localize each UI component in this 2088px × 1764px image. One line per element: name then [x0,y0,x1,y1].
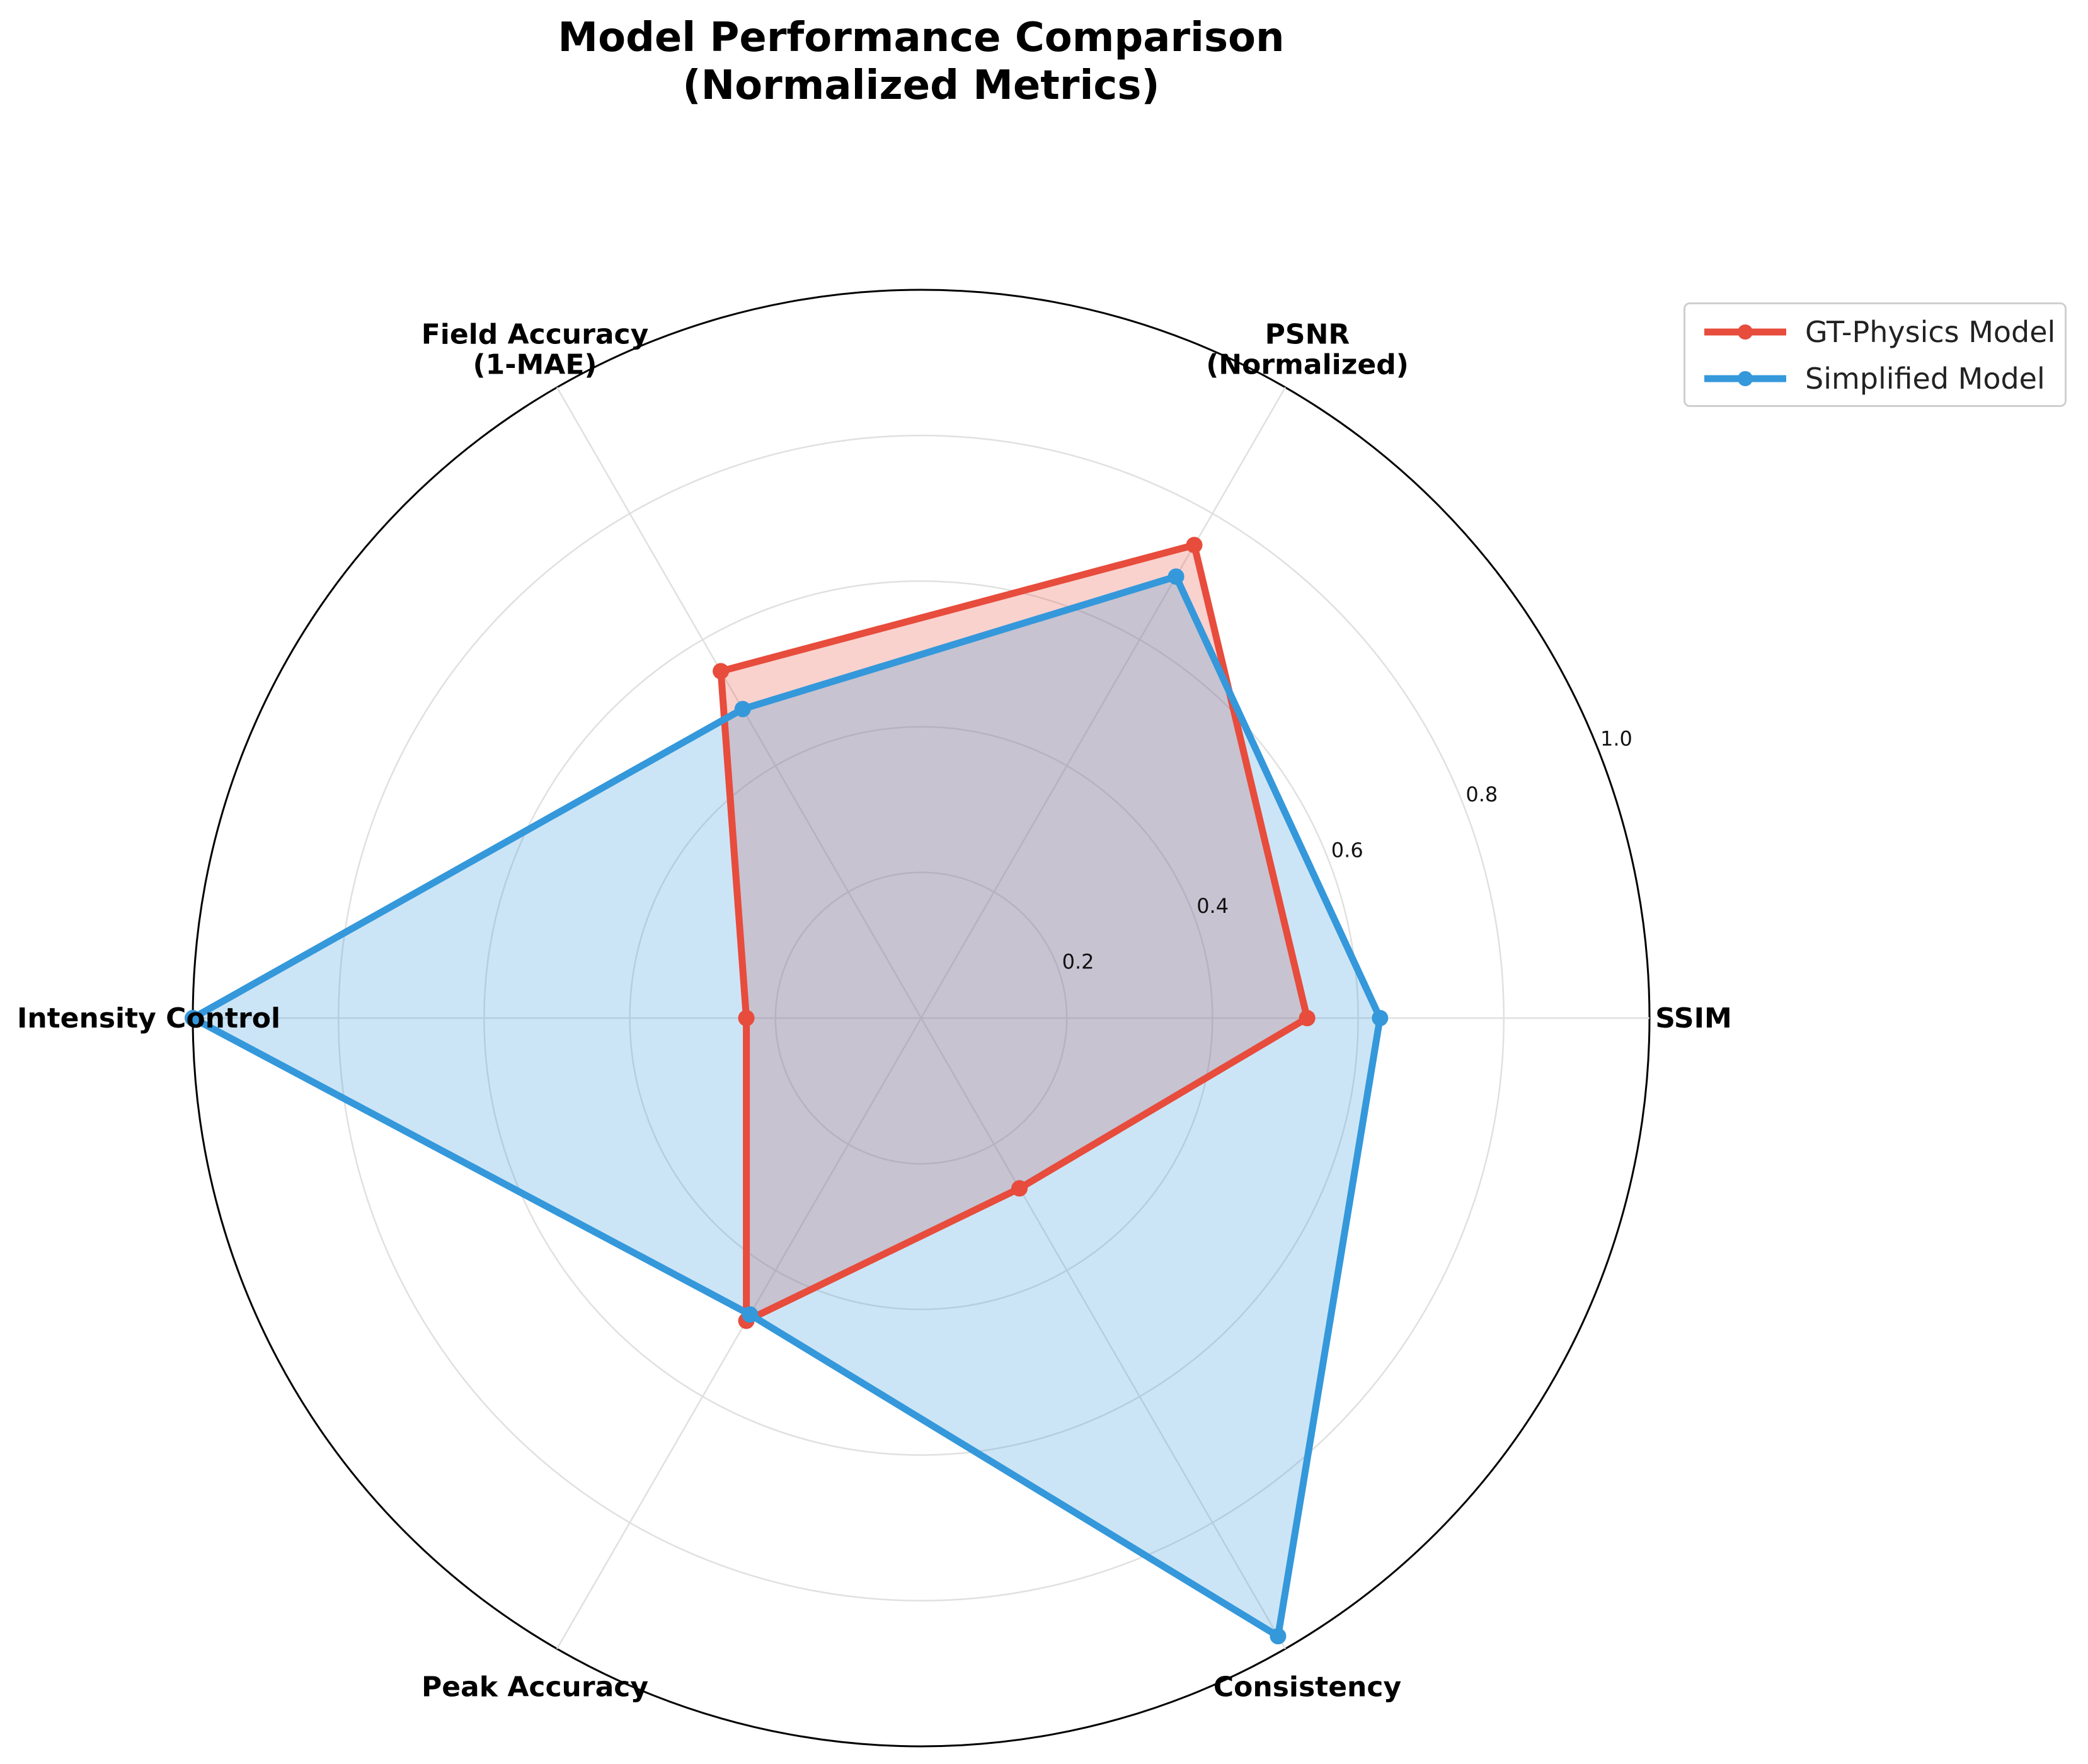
grid-spoke [920,387,1287,1019]
radar-grid [192,289,1651,1748]
axis-label: Peak Accuracy [422,1671,648,1704]
r-tick-label: 0.6 [1331,839,1363,862]
grid-spoke [556,1017,922,1649]
data-point [734,701,751,718]
legend-swatch-gt-physics [1704,324,1786,340]
legend-entry-simplified: Simplified Model [1698,360,2057,398]
radar-labels: 0.2 0.4 0.6 0.8 1.0 SSIM PSNR (Normalized) Field… [17,318,1732,1703]
data-point [1167,568,1185,585]
legend: GT-Physics Model Simplified Model [1684,302,2067,407]
grid-spoke [920,1017,1287,1649]
legend-swatch-simplified [1704,371,1786,386]
axis-label: PSNR (Normalized) [1206,318,1409,381]
legend-label-simplified: Simplified Model [1805,362,2045,396]
legend-entry-gt-physics: GT-Physics Model [1698,313,2057,351]
series-fill-1 [721,545,1307,1321]
axis-label: Consistency [1213,1671,1401,1704]
data-point [1372,1010,1389,1026]
data-point [1186,537,1203,554]
series-fill-2 [193,576,1380,1637]
axis-label: Intensity Control [17,1002,280,1034]
r-tick-label: 1.0 [1600,727,1632,751]
chart-title: Model Performance Comparison (Normalized… [0,14,1842,110]
data-point [742,1306,759,1323]
r-tick-label: 0.4 [1196,894,1229,918]
r-tick-label: 0.8 [1466,782,1498,806]
data-point [713,663,730,680]
r-tick-label: 0.2 [1062,950,1094,974]
chart-title-line-1: Model Performance Comparison [558,14,1285,61]
radar-series [185,537,1389,1645]
data-point [185,1010,201,1026]
chart-title-line-2: (Normalized Metrics) [682,62,1160,109]
data-point [1270,1628,1287,1645]
legend-label-gt-physics: GT-Physics Model [1805,315,2056,349]
data-point [1299,1010,1316,1026]
axis-label: Field Accuracy (1-MAE) [422,318,649,381]
axis-label: SSIM [1655,1002,1732,1034]
data-point [1011,1180,1028,1197]
data-point [738,1010,755,1026]
